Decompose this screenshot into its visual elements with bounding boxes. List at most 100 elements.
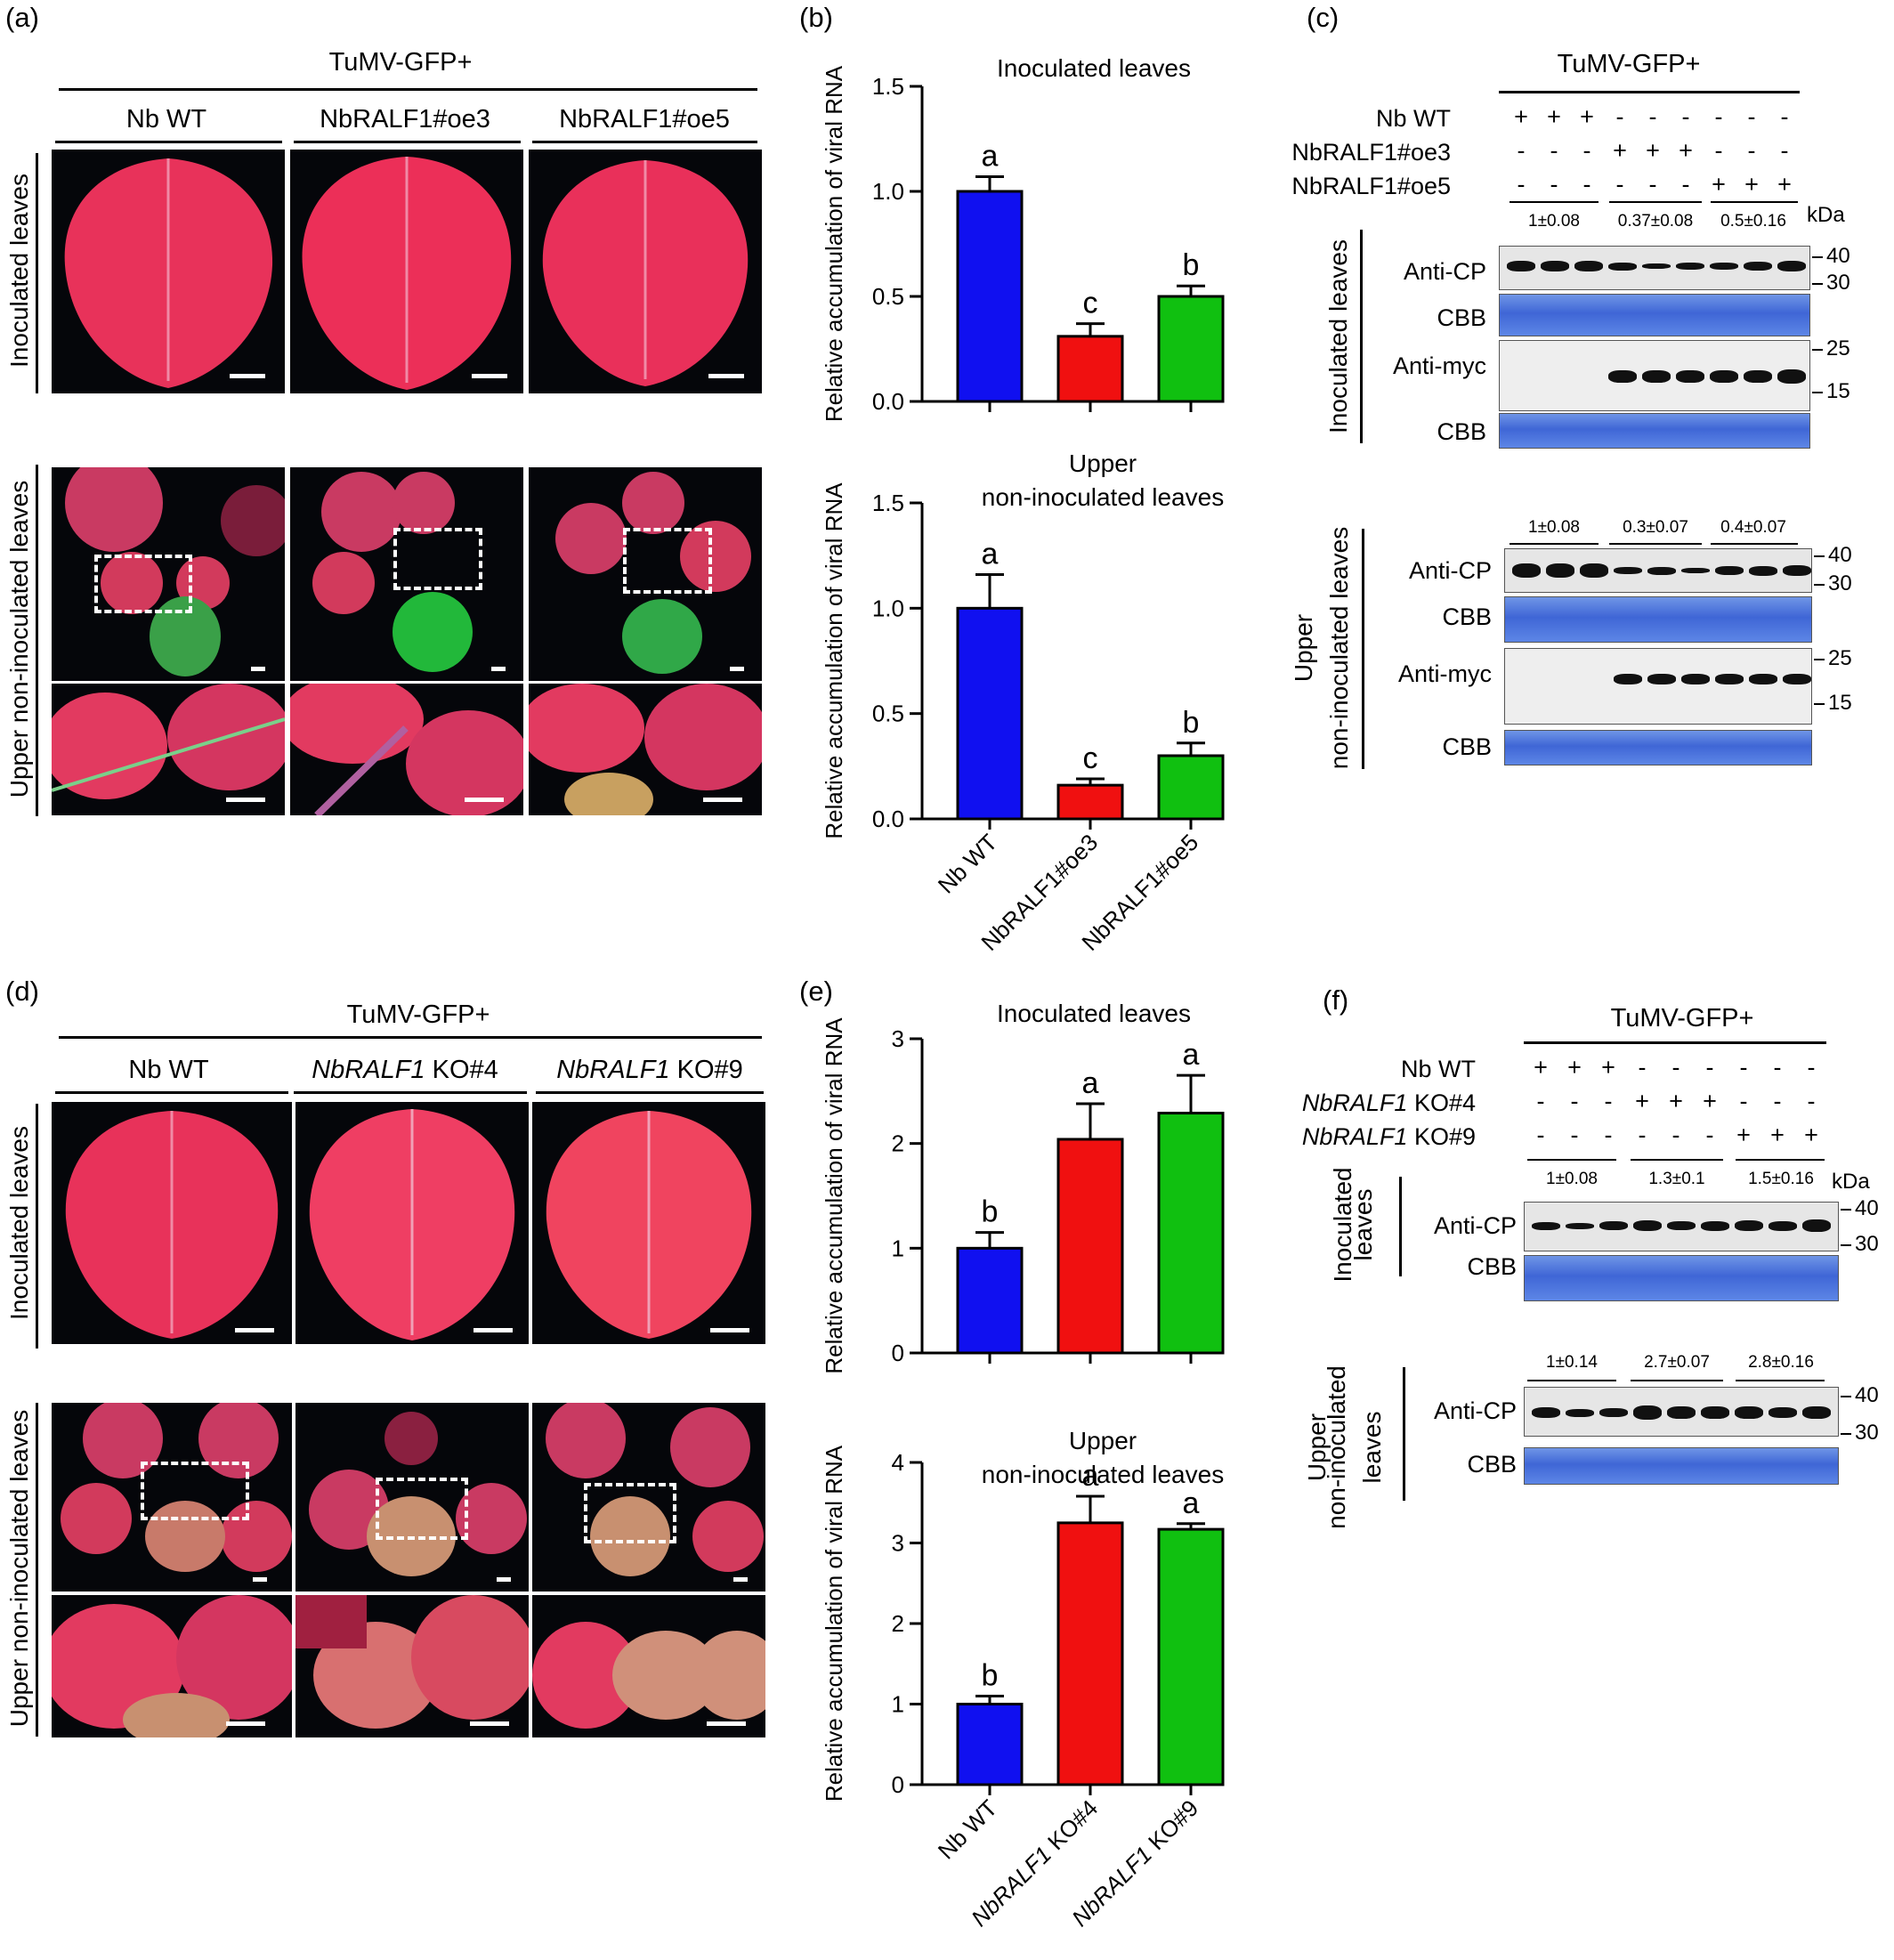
scale-bar <box>253 1577 267 1582</box>
sign-minus: - <box>1604 1122 1613 1148</box>
blot-band <box>1749 565 1777 576</box>
blot-label-cbb: CBB <box>1442 603 1492 630</box>
blot-band <box>1701 1406 1729 1419</box>
sign-minus: - <box>1638 1054 1647 1081</box>
bar <box>1157 754 1225 821</box>
blot-band <box>1599 1408 1628 1417</box>
mw-25: 25 <box>1828 646 1852 670</box>
leaf-photo-a-oe3 <box>290 150 523 393</box>
blot-band <box>1633 1405 1662 1420</box>
mw-40: 40 <box>1826 244 1850 268</box>
panel-d-col-rule-2 <box>294 1091 527 1094</box>
zoom-box <box>94 555 192 613</box>
sign-plus: + <box>1601 1054 1615 1081</box>
significance-letter: a <box>982 537 999 571</box>
mw-tick <box>1841 1244 1851 1246</box>
blot-band <box>1769 1220 1797 1231</box>
bar <box>1157 1112 1225 1355</box>
leaf-icon <box>65 1111 279 1339</box>
gene-name: NbRALF1 <box>556 1056 670 1084</box>
col-label: KO#4 <box>425 1056 498 1084</box>
panel-label-c: (c) <box>1307 2 1340 33</box>
blot-band <box>1642 263 1671 269</box>
panel-a-row-rule-1 <box>36 153 38 393</box>
blot-band <box>1783 674 1811 684</box>
panel-a-col-rule-1 <box>55 141 282 143</box>
scale-bar <box>703 798 742 802</box>
y-tick-label: 1 <box>892 1691 904 1718</box>
panel-c-side-inoculated: Inoculated leaves <box>1324 239 1352 433</box>
row-label: Nb WT <box>1401 1056 1476 1082</box>
bar <box>1056 783 1124 821</box>
sign-minus: - <box>1773 1088 1782 1114</box>
blot-c-upper-cbb <box>1504 596 1812 643</box>
mw-tick <box>1841 1433 1851 1435</box>
quant-f-inoc-1: 1±0.08 <box>1546 1170 1598 1188</box>
blot-band <box>1710 263 1738 270</box>
sign-minus: - <box>1604 1088 1613 1114</box>
leaf-photo-a-oe5 <box>529 150 762 393</box>
sign-minus: - <box>1582 137 1591 164</box>
scale-bar <box>226 1721 265 1726</box>
panel-label-b: (b) <box>799 2 833 33</box>
scale-bar <box>730 667 744 671</box>
blot-band <box>1608 370 1637 383</box>
panel-f-quant-rule-6 <box>1736 1380 1825 1381</box>
sign-plus: + <box>1669 1088 1683 1114</box>
panel-f-quant-rule-1 <box>1527 1159 1616 1161</box>
blot-c-inoc-cbb-2 <box>1499 413 1810 449</box>
y-axis-label: Relative accumulation of viral RNA <box>821 1445 847 1802</box>
blot-band <box>1777 369 1806 384</box>
zoom-box <box>393 528 482 590</box>
mw-tick <box>1841 1396 1851 1397</box>
leaf-photo-d-ko9 <box>532 1102 765 1344</box>
blot-label-anti-myc: Anti-myc <box>1392 352 1486 379</box>
col-label: KO#9 <box>669 1056 743 1084</box>
scale-bar <box>251 667 265 671</box>
blot-label-anti-cp: Anti-CP <box>1433 1212 1517 1239</box>
blot-label-cbb: CBB <box>1437 418 1486 445</box>
plant-photo-a-wt <box>52 467 285 681</box>
sign-minus: - <box>1582 171 1591 198</box>
panel-label-d: (d) <box>5 976 39 1007</box>
panel-d-col-ko9: NbRALF1 KO#9 <box>534 1056 765 1085</box>
panel-c-side-rule-1 <box>1360 230 1363 443</box>
y-tick-label: 0.5 <box>872 283 904 310</box>
sign-minus: - <box>1705 1122 1714 1148</box>
sign-minus: - <box>1615 171 1624 198</box>
blot-band <box>1715 566 1744 575</box>
plant-photo-d-wt <box>52 1403 292 1591</box>
zoom-box <box>623 528 712 594</box>
mw-tick <box>1812 256 1823 258</box>
panel-a-header: TuMV-GFP+ <box>328 48 473 77</box>
bar <box>1157 295 1225 403</box>
blot-f-upper-cbb <box>1524 1447 1839 1485</box>
panel-f-row-label-ko9: NbRALF1 KO#9 <box>1282 1123 1476 1151</box>
kda-label-c: kDa <box>1807 203 1845 227</box>
blot-band <box>1633 1220 1662 1231</box>
mw-30: 30 <box>1855 1421 1879 1445</box>
chart-title-line-2: non-inoculated leaves <box>982 483 1224 511</box>
scale-bar <box>226 798 265 802</box>
panel-d-row-rule-2 <box>36 1403 38 1737</box>
panel-c-quant-rule-1 <box>1510 201 1599 203</box>
row-label: KO#4 <box>1407 1089 1476 1116</box>
mw-30: 30 <box>1828 571 1852 595</box>
leaf-detail-icon <box>295 1595 529 1729</box>
panel-a-header-rule <box>59 88 757 91</box>
y-tick-label: 0 <box>892 1340 904 1366</box>
blot-band <box>1512 563 1541 578</box>
panel-c-quant-rule-5 <box>1609 543 1702 545</box>
blot-c-inoc-cbb <box>1499 294 1810 336</box>
mw-15: 15 <box>1826 379 1850 403</box>
panel-a-col-oe3: NbRALF1#oe3 <box>320 105 490 134</box>
mw-40: 40 <box>1828 543 1852 567</box>
plant-photo-a-oe3 <box>290 467 523 681</box>
sign-plus: + <box>1777 171 1792 198</box>
panel-f-quant-rule-5 <box>1631 1380 1723 1381</box>
blot-band <box>1769 1407 1797 1418</box>
gene-name: NbRALF1 <box>1301 1089 1408 1116</box>
blot-c-inoc-anti-cp <box>1499 246 1810 290</box>
sign-minus: - <box>1536 1088 1545 1114</box>
blot-band <box>1608 262 1637 271</box>
